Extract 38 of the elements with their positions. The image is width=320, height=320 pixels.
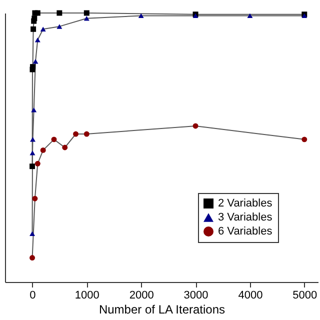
point	[32, 196, 38, 202]
point	[34, 160, 40, 166]
point	[40, 26, 46, 32]
point	[56, 24, 62, 29]
point	[30, 231, 36, 236]
x-tick-label: 2000	[129, 290, 154, 302]
point	[302, 136, 308, 142]
point	[40, 147, 46, 153]
point	[32, 16, 38, 22]
point	[73, 131, 79, 137]
point	[30, 164, 36, 170]
point	[30, 137, 36, 142]
point	[192, 123, 198, 129]
point	[62, 144, 68, 150]
point	[51, 136, 57, 142]
point	[34, 10, 40, 16]
point	[56, 10, 62, 16]
x-tick-label: 0	[30, 290, 36, 302]
x-tick-label: 3000	[184, 290, 208, 302]
point	[84, 16, 90, 21]
legend-label: 3 Variables	[218, 212, 273, 224]
x-tick-label: 4000	[238, 290, 263, 302]
point	[30, 255, 36, 261]
point	[31, 107, 37, 112]
point	[247, 13, 253, 18]
point	[138, 13, 144, 18]
legend-label: 6 Variables	[218, 226, 273, 238]
point	[30, 64, 36, 70]
point	[30, 26, 36, 32]
point	[84, 10, 90, 16]
point	[32, 59, 38, 64]
legend-label: 2 Variables	[218, 198, 273, 210]
point	[34, 38, 40, 42]
x-axis-title: Number of LA Iterations	[98, 302, 226, 316]
x-tick-label: 5000	[292, 290, 318, 302]
point	[30, 150, 36, 156]
x-tick-label: 1000	[74, 290, 100, 302]
point	[84, 131, 90, 137]
